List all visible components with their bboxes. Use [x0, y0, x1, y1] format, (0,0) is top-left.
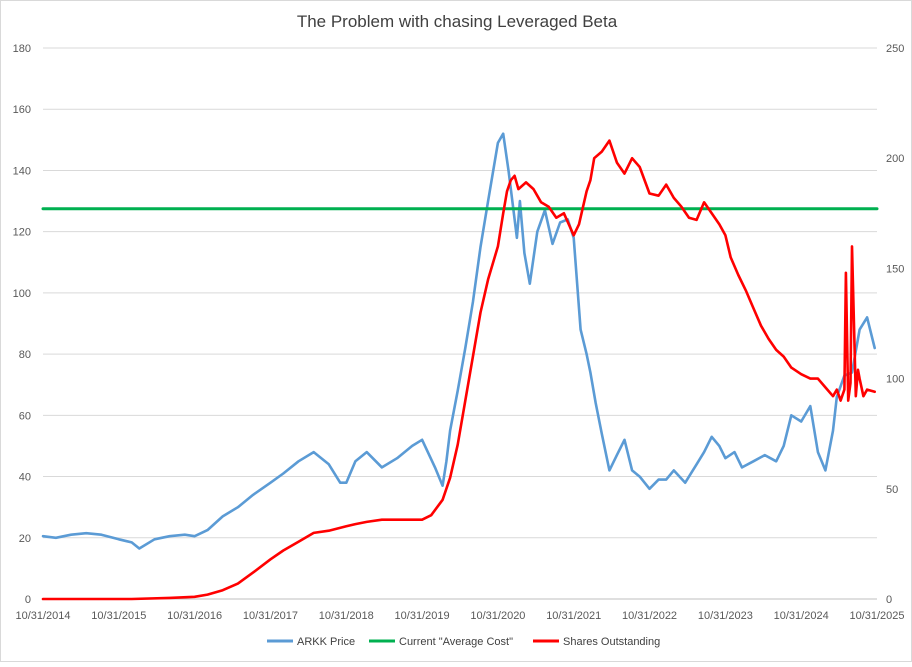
y-left-tick-label: 120	[13, 227, 31, 239]
y-axis-left: 0 20 40 60 80 100 120 140 160 180	[13, 43, 31, 606]
x-tick-label: 10/31/2019	[395, 610, 450, 622]
legend-label: Current "Average Cost"	[399, 636, 513, 648]
y-right-tick-label: 50	[886, 484, 898, 496]
series-layer	[41, 132, 879, 601]
y-left-tick-label: 60	[19, 410, 31, 422]
y-right-tick-label: 200	[886, 153, 904, 165]
y-left-tick-label: 160	[13, 104, 31, 116]
y-axis-right: 0 50 100 150 200 250	[886, 43, 904, 606]
x-tick-label: 10/31/2024	[774, 610, 829, 622]
y-left-tick-label: 100	[13, 288, 31, 300]
x-tick-label: 10/31/2022	[622, 610, 677, 622]
y-right-tick-label: 250	[886, 43, 904, 55]
chart-title: The Problem with chasing Leveraged Beta	[297, 12, 618, 31]
x-tick-label: 10/31/2014	[15, 610, 70, 622]
legend-item-arkk-price: ARKK Price	[267, 636, 355, 648]
y-left-tick-label: 0	[25, 594, 31, 606]
y-right-tick-label: 100	[886, 374, 904, 386]
y-left-tick-label: 40	[19, 472, 31, 484]
legend-label: ARKK Price	[297, 636, 355, 648]
legend-item-shares-outstanding: Shares Outstanding	[533, 636, 660, 648]
y-left-tick-label: 140	[13, 165, 31, 177]
x-tick-label: 10/31/2015	[91, 610, 146, 622]
legend-item-average-cost: Current "Average Cost"	[369, 636, 513, 648]
x-axis: 10/31/2014 10/31/2015 10/31/2016 10/31/2017…	[15, 610, 904, 622]
y-right-tick-label: 150	[886, 263, 904, 275]
x-tick-label: 10/31/2025	[849, 610, 904, 622]
legend-label: Shares Outstanding	[563, 636, 660, 648]
legend: ARKK Price Current "Average Cost" Shares O…	[267, 636, 660, 648]
y-left-tick-label: 180	[13, 43, 31, 55]
x-tick-label: 10/31/2020	[470, 610, 525, 622]
arkk-price-line	[41, 132, 876, 550]
y-left-tick-label: 80	[19, 349, 31, 361]
gridlines	[43, 47, 877, 600]
x-tick-label: 10/31/2016	[167, 610, 222, 622]
x-tick-label: 10/31/2021	[546, 610, 601, 622]
x-tick-label: 10/31/2018	[319, 610, 374, 622]
y-right-tick-label: 0	[886, 594, 892, 606]
x-tick-label: 10/31/2017	[243, 610, 298, 622]
y-left-tick-label: 20	[19, 533, 31, 545]
shares-outstanding-line	[41, 139, 876, 601]
x-tick-label: 10/31/2023	[698, 610, 753, 622]
